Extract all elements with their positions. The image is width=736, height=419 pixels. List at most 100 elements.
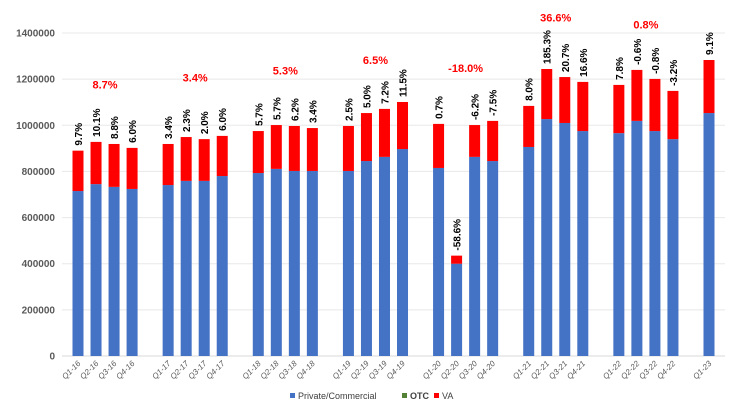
bar-private-commercial (270, 168, 282, 356)
x-tick-label: Q3-17 (187, 359, 209, 381)
bar-private-commercial (451, 263, 463, 356)
year-growth-label: 5.3% (273, 66, 298, 78)
x-tick-label: Q3-22 (637, 359, 659, 381)
bar-va (577, 81, 589, 132)
bar-percent-label: 9.7% (74, 123, 85, 146)
bar-va (162, 143, 174, 186)
bar-va (360, 113, 372, 162)
bar-percent-label: 5.7% (254, 103, 265, 126)
bar-private-commercial (162, 185, 174, 356)
bar-percent-label: 10.1% (92, 108, 103, 136)
y-tick-label: 1400000 (16, 29, 55, 40)
bar-va (270, 125, 282, 169)
y-axis: 0 200000 400000 600000 800000 1000000 1200000 1… (16, 29, 55, 363)
y-tick-label: 400000 (22, 259, 56, 270)
bar-private-commercial (198, 180, 210, 356)
gridlines (62, 32, 725, 357)
year-growth-label: 3.4% (183, 72, 208, 84)
bar-percent-label: 6.2% (290, 98, 301, 121)
bar-percent-label: 6.0% (128, 120, 139, 143)
x-tick-label: Q4-21 (565, 359, 587, 381)
y-tick-label: 0 (49, 352, 55, 363)
x-tick-label: Q3-18 (277, 359, 299, 381)
bar-percent-label: 20.7% (561, 44, 572, 72)
bar-private-commercial (342, 170, 354, 356)
year-labels: 8.7% 3.4% 5.3% 6.5% -18.0% 36.6% 0.8% (93, 12, 659, 91)
x-tick-label: Q1-18 (241, 359, 263, 381)
x-tick-label: Q1-19 (331, 359, 353, 381)
bar-va (559, 77, 571, 123)
bar-private-commercial (613, 133, 625, 356)
x-tick-label: Q4-19 (385, 359, 407, 381)
bar-percent-label: -58.6% (453, 219, 464, 251)
bar-percent-label: -3.2% (669, 60, 680, 86)
bar-labels: 9.7% 10.1% 8.8% 6.0% 3.4% 2.3% 2.0% 6.0% 5.7% 5.7… (74, 30, 716, 251)
year-growth-label: -18.0% (448, 63, 483, 75)
bar-va (703, 59, 715, 114)
bar-va (667, 90, 679, 140)
bar-va (126, 147, 138, 189)
bar-private-commercial (216, 176, 228, 356)
bar-private-commercial (577, 131, 589, 356)
bar-va (252, 131, 264, 174)
year-growth-label: 8.7% (93, 79, 118, 91)
bar-private-commercial (90, 184, 102, 356)
y-tick-label: 1000000 (16, 121, 55, 132)
x-tick-label: Q3-16 (96, 359, 118, 381)
x-tick-label: Q2-21 (529, 359, 551, 381)
bar-private-commercial (360, 161, 372, 356)
bar-private-commercial (523, 146, 535, 356)
bar-va (72, 150, 84, 192)
bar-va (288, 125, 300, 171)
bar-va (90, 141, 102, 185)
bar-percent-label: -0.6% (633, 39, 644, 65)
x-tick-label: Q2-19 (349, 359, 371, 381)
bar-private-commercial (487, 161, 499, 356)
legend: Private/Commercial OTC VA (290, 391, 453, 401)
x-tick-label: Q1-21 (511, 359, 533, 381)
x-tick-label: Q4-20 (475, 359, 497, 381)
bar-va (469, 125, 481, 157)
y-tick-label: 200000 (22, 305, 56, 316)
bar-private-commercial (667, 139, 679, 356)
bar-percent-label: 11.5% (399, 69, 410, 97)
bar-va (108, 143, 120, 187)
x-tick-label: Q2-18 (259, 359, 281, 381)
bar-va (523, 105, 535, 147)
bar-va (378, 108, 390, 157)
legend-label: OTC (410, 391, 429, 401)
x-tick-label: Q1-16 (60, 359, 82, 381)
legend-swatch (434, 393, 439, 398)
bar-percent-label: 3.4% (164, 116, 175, 139)
x-tick-label: Q3-21 (547, 359, 569, 381)
bar-private-commercial (180, 180, 192, 356)
bar-va (451, 255, 463, 264)
bar-percent-label: 16.6% (579, 48, 590, 76)
bar-percent-label: 6.0% (218, 108, 229, 131)
bar-va (541, 68, 553, 120)
x-tick-label: Q1-22 (601, 359, 623, 381)
bar-percent-label: 7.8% (615, 57, 626, 80)
bar-va (198, 139, 210, 181)
x-tick-label: Q4-22 (655, 359, 677, 381)
x-tick-label: Q2-22 (619, 359, 641, 381)
legend-label: VA (442, 391, 453, 401)
bar-percent-label: 8.8% (110, 116, 121, 139)
x-tick-label: Q4-17 (205, 359, 227, 381)
bar-private-commercial (72, 191, 84, 356)
bar-private-commercial (703, 113, 715, 356)
x-tick-label: Q3-19 (367, 359, 389, 381)
bar-percent-label: 185.3% (543, 30, 554, 64)
bar-va (397, 101, 409, 150)
bar-private-commercial (252, 173, 264, 356)
x-tick-label: Q2-20 (439, 359, 461, 381)
bar-private-commercial (433, 167, 445, 356)
bar-percent-label: 9.1% (705, 32, 716, 55)
y-tick-label: 1200000 (16, 75, 55, 86)
bar-va (342, 125, 354, 171)
x-tick-label: Q3-20 (457, 359, 479, 381)
bar-va (306, 128, 318, 171)
y-tick-label: 600000 (22, 213, 56, 224)
